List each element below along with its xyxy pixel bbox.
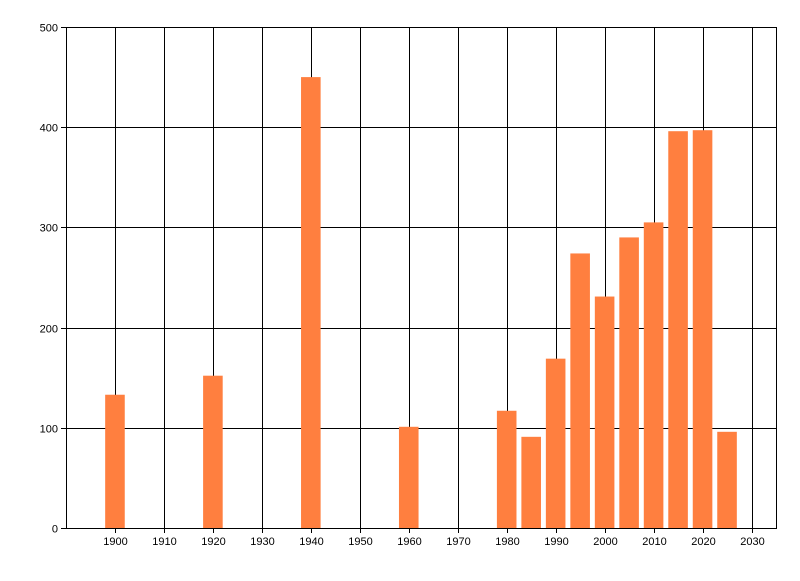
y-tick-label: 200 xyxy=(40,324,58,336)
bar-2000 xyxy=(594,296,615,528)
bar-2015 xyxy=(668,131,688,528)
x-tick-label: 1940 xyxy=(299,536,323,548)
y-tick-label: 400 xyxy=(40,123,58,135)
bar-2020 xyxy=(692,130,713,528)
x-tick-label: 2010 xyxy=(642,536,666,548)
x-tick-label: 1990 xyxy=(544,536,568,548)
x-tick-label: 1980 xyxy=(495,536,519,548)
x-tick-label: 1910 xyxy=(152,536,176,548)
x-tick-label: 2000 xyxy=(593,536,617,548)
bar-1985 xyxy=(521,436,541,528)
bar-1920 xyxy=(203,375,223,528)
bar-2010 xyxy=(643,222,664,528)
bar-2025 xyxy=(717,431,737,528)
bar-1960 xyxy=(398,426,419,528)
y-tick-label: 0 xyxy=(52,524,58,536)
bars xyxy=(105,77,737,529)
axes xyxy=(61,27,777,533)
bar-1990 xyxy=(545,358,566,528)
bar-1940 xyxy=(301,77,321,528)
x-tick-label: 2020 xyxy=(691,536,715,548)
y-tick-label: 100 xyxy=(40,424,58,436)
bar-1900 xyxy=(105,394,125,528)
x-tick-label: 2030 xyxy=(740,536,764,548)
y-tick-label: 300 xyxy=(40,223,58,235)
bar-1980 xyxy=(496,410,517,528)
x-tick-label: 1930 xyxy=(250,536,274,548)
x-tick-label: 1960 xyxy=(397,536,421,548)
x-tick-label: 1900 xyxy=(103,536,127,548)
x-tick-label: 1950 xyxy=(348,536,372,548)
bar-1995 xyxy=(570,253,590,528)
bar-2005 xyxy=(619,237,639,529)
x-tick-label: 1920 xyxy=(201,536,225,548)
tick-labels: 0 100 200 300 400 500 1900 1910 1920 1930 1940 1950… xyxy=(40,23,765,549)
y-tick-label: 500 xyxy=(40,23,58,35)
x-tick-label: 1970 xyxy=(446,536,470,548)
